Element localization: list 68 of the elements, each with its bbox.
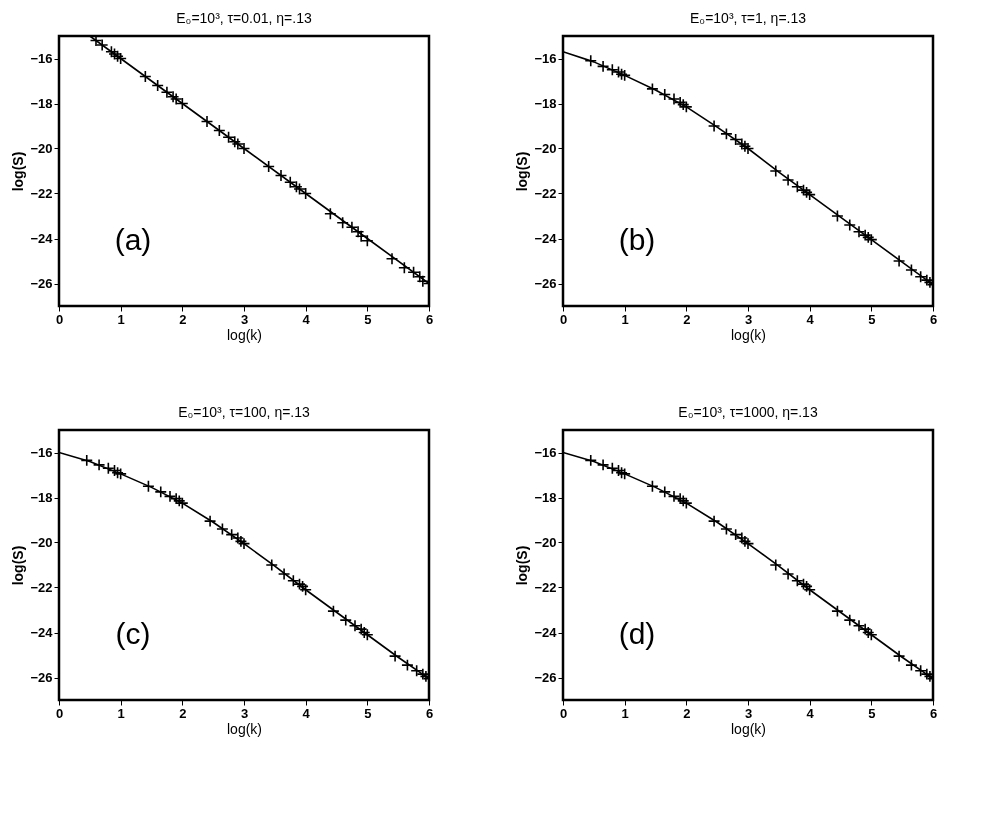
x-tick-label: 6 xyxy=(425,311,434,327)
x-tick-label: 5 xyxy=(868,311,876,327)
x-tick-label: 6 xyxy=(929,311,938,327)
y-tick-label: −24 xyxy=(30,625,54,640)
x-tick-label: 4 xyxy=(806,705,815,721)
y-tick-label: −20 xyxy=(30,141,53,156)
x-tick-label: 1 xyxy=(117,705,125,721)
x-axis-title: log(k) xyxy=(730,326,767,343)
x-tick-label: 5 xyxy=(364,311,372,327)
chart-title: E₀=10³, τ=0.01, η=.13 xyxy=(176,10,312,26)
x-tick-label: 6 xyxy=(929,705,938,721)
x-tick-label: 6 xyxy=(425,705,434,721)
chart-title: E₀=10³, τ=1, η=.13 xyxy=(689,10,807,26)
x-axis-title: log(k) xyxy=(730,720,767,737)
x-tick-label: 0 xyxy=(559,705,568,721)
y-tick-label: −26 xyxy=(534,276,557,291)
y-tick-label: −16 xyxy=(534,445,557,460)
x-tick-label: 1 xyxy=(621,705,629,721)
y-tick-label: −16 xyxy=(30,445,53,460)
x-tick-label: 0 xyxy=(55,311,64,327)
annotation: (d) xyxy=(618,617,656,651)
x-axis-title: log(k) xyxy=(226,326,263,343)
y-tick-label: −26 xyxy=(534,670,557,685)
annotation: (c) xyxy=(115,617,151,651)
y-tick-label: −24 xyxy=(30,231,54,246)
x-tick-label: 1 xyxy=(621,311,629,327)
y-tick-label: −16 xyxy=(30,51,53,66)
y-axis-title: log(S) xyxy=(10,545,27,586)
y-tick-label: −24 xyxy=(534,625,558,640)
annotation: (b) xyxy=(618,223,656,257)
y-axis-title: log(S) xyxy=(514,545,531,586)
x-tick-label: 2 xyxy=(683,311,691,327)
y-tick-label: −20 xyxy=(534,141,557,156)
x-tick-label: 2 xyxy=(683,705,691,721)
x-tick-label: 0 xyxy=(559,311,568,327)
y-tick-label: −26 xyxy=(30,670,53,685)
x-axis-title: log(k) xyxy=(226,720,263,737)
y-tick-label: −22 xyxy=(30,580,53,595)
x-tick-label: 0 xyxy=(55,705,64,721)
y-tick-label: −20 xyxy=(30,535,53,550)
y-tick-label: −18 xyxy=(534,490,557,505)
x-tick-label: 2 xyxy=(179,311,187,327)
chart-title: E₀=10³, τ=1000, η=.13 xyxy=(678,404,818,420)
y-tick-label: −18 xyxy=(534,96,557,111)
chart-title: E₀=10³, τ=100, η=.13 xyxy=(178,404,311,420)
y-tick-label: −22 xyxy=(534,186,557,201)
y-tick-label: −18 xyxy=(30,490,53,505)
x-tick-label: 3 xyxy=(744,311,753,327)
y-tick-label: −26 xyxy=(30,276,53,291)
x-tick-label: 3 xyxy=(240,311,249,327)
y-tick-label: −24 xyxy=(534,231,558,246)
y-tick-label: −20 xyxy=(534,535,557,550)
x-tick-label: 4 xyxy=(806,311,815,327)
y-tick-label: −22 xyxy=(30,186,53,201)
annotation: (a) xyxy=(114,223,152,257)
x-tick-label: 2 xyxy=(179,705,187,721)
y-tick-label: −22 xyxy=(534,580,557,595)
x-tick-label: 4 xyxy=(302,311,311,327)
y-axis-title: log(S) xyxy=(514,151,531,192)
y-axis-title: log(S) xyxy=(10,151,27,192)
x-tick-label: 5 xyxy=(364,705,372,721)
x-tick-label: 1 xyxy=(117,311,125,327)
y-tick-label: −16 xyxy=(534,51,557,66)
x-tick-label: 5 xyxy=(868,705,876,721)
x-tick-label: 4 xyxy=(302,705,311,721)
x-tick-label: 3 xyxy=(240,705,249,721)
y-tick-label: −18 xyxy=(30,96,53,111)
x-tick-label: 3 xyxy=(744,705,753,721)
